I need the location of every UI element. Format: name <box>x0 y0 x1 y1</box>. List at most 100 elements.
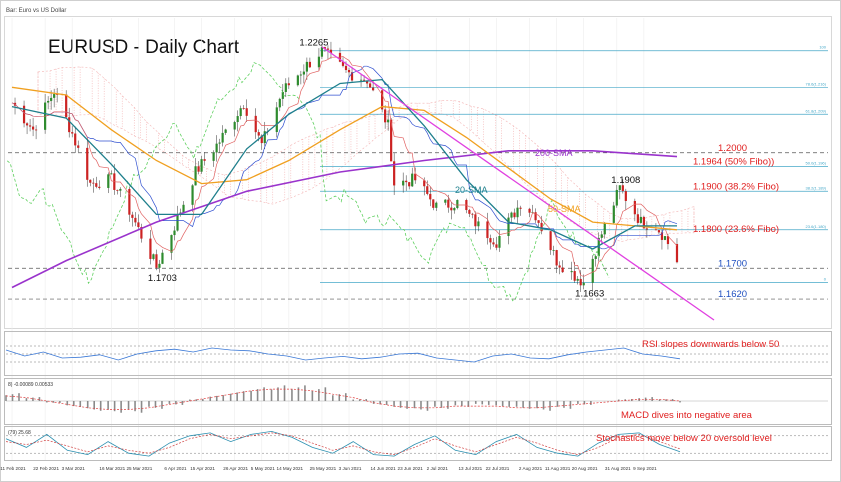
candle-body <box>576 278 579 281</box>
rsi-panel: RSI slopes downwards below 50 <box>5 339 828 363</box>
x-tick-label: 25 May 2021 <box>310 466 337 471</box>
fibo-levels: 100 78.6(1.216) 61.8(1.209) 50.0(1.196) 38.2… <box>320 45 828 283</box>
candle-body <box>555 250 558 266</box>
candle-body <box>77 145 80 148</box>
fibo-tick-label: 23.6(1.180) <box>806 224 827 229</box>
candle-body <box>245 108 248 116</box>
candle-body <box>137 222 140 228</box>
candle-body <box>666 236 670 245</box>
candle-body <box>98 186 101 188</box>
candle-body <box>402 180 405 186</box>
candle-body <box>131 214 134 218</box>
fibo-tick-label: 50.0(1.196) <box>806 161 827 166</box>
candle-body <box>414 173 417 181</box>
candle-body <box>411 173 414 187</box>
candle-body <box>405 180 408 183</box>
stochastics-panel: Stochastics move below 20 oversold level <box>5 430 828 457</box>
candle-body <box>320 47 324 57</box>
candle-body <box>224 129 227 133</box>
price-panel-frame <box>4 16 832 329</box>
candle-body <box>435 202 438 208</box>
candle-body <box>257 132 260 136</box>
candle-body <box>212 152 215 161</box>
x-tick-label: 14 Jun 2021 <box>370 466 396 471</box>
candle-body <box>47 100 50 103</box>
candle-body <box>582 282 585 286</box>
candle-body <box>600 234 603 238</box>
x-tick-label: 31 Aug 2021 <box>605 466 631 471</box>
candle-body <box>53 94 56 98</box>
candle-body <box>284 83 287 92</box>
x-tick-label: 13 Jul 2021 <box>458 466 482 471</box>
candle-body <box>119 188 122 191</box>
stoch-header-label: (79) 25.68 <box>8 430 31 436</box>
x-tick-label: 16 Mar 2021 <box>99 466 125 471</box>
stoch-k-line <box>5 430 681 457</box>
candle-body <box>221 132 224 143</box>
candle-body <box>426 186 429 194</box>
candle-body <box>194 166 197 186</box>
x-tick-label: 15 Apr 2021 <box>190 466 215 471</box>
candle-body <box>468 210 471 214</box>
x-tick-label: 20 Aug 2021 <box>572 466 598 471</box>
candle-body <box>423 180 426 187</box>
candle-body <box>516 207 519 218</box>
price-annotation: 1.2265 <box>299 38 328 49</box>
macd-panel: MACD dives into negative area <box>5 385 828 421</box>
price-annotations: 1.2265 1.1703 1.1908 1.1663 200-SMA 20-SMA 50-… <box>148 38 640 300</box>
candle-body <box>233 122 236 130</box>
candle-body <box>447 199 450 208</box>
candle-body <box>393 161 396 186</box>
candle-body <box>365 80 369 84</box>
ichimoku-cloud <box>37 66 695 242</box>
candle-body <box>191 185 194 205</box>
candle-body <box>444 199 447 203</box>
candle-body <box>344 65 348 71</box>
candle-body <box>31 126 35 130</box>
candle-body <box>561 267 564 273</box>
candle-body <box>260 135 263 144</box>
x-tick-label: 3 Mar 2021 <box>62 466 86 471</box>
candle-body <box>507 217 510 236</box>
stoch-d-line <box>5 432 681 455</box>
rsi-line <box>5 347 681 363</box>
fibo-tick-label: 0 <box>824 276 827 281</box>
candle-body <box>308 61 312 68</box>
candle-body <box>498 235 501 248</box>
candle-body <box>495 244 498 248</box>
candle-body <box>660 232 664 240</box>
candle-body <box>350 72 354 81</box>
sma200-line <box>11 150 678 289</box>
candle-body <box>275 107 278 133</box>
candle-body <box>203 159 206 161</box>
kijun-line <box>11 65 678 250</box>
macd-panel-frame <box>4 378 832 425</box>
macd-signal-line <box>5 388 681 410</box>
level-label: 1.1900 (38.2% Fibo) <box>693 181 779 192</box>
candle-body <box>362 79 366 81</box>
sma50-line <box>11 86 678 231</box>
candle-body <box>456 200 459 209</box>
macd-header-label: 8) -0.00089 0.00533 <box>8 382 53 388</box>
candle-body <box>408 182 411 187</box>
candle-body <box>579 278 582 286</box>
candle-body <box>92 182 95 184</box>
price-annotation: 1.1908 <box>611 175 640 186</box>
candle-body <box>254 115 257 133</box>
candle-body <box>474 214 477 227</box>
candle-body <box>549 231 552 251</box>
candle-body <box>573 271 576 281</box>
rsi-annotation: RSI slopes downwards below 50 <box>642 339 779 350</box>
series-label: 50-SMA <box>548 204 581 214</box>
candle-body <box>25 123 29 126</box>
candle-body <box>624 191 627 201</box>
candle-body <box>359 79 363 81</box>
x-tick-label: 9 Sep 2021 <box>633 466 657 471</box>
candle-body <box>218 142 221 144</box>
x-tick-label: 11 Feb 2021 <box>0 466 26 471</box>
level-label: 1.1800 (23.6% Fibo) <box>693 224 779 235</box>
fibo-tick-label: 38.2(1.189) <box>806 185 827 190</box>
candle-body <box>74 133 77 146</box>
candle-body <box>281 91 284 99</box>
